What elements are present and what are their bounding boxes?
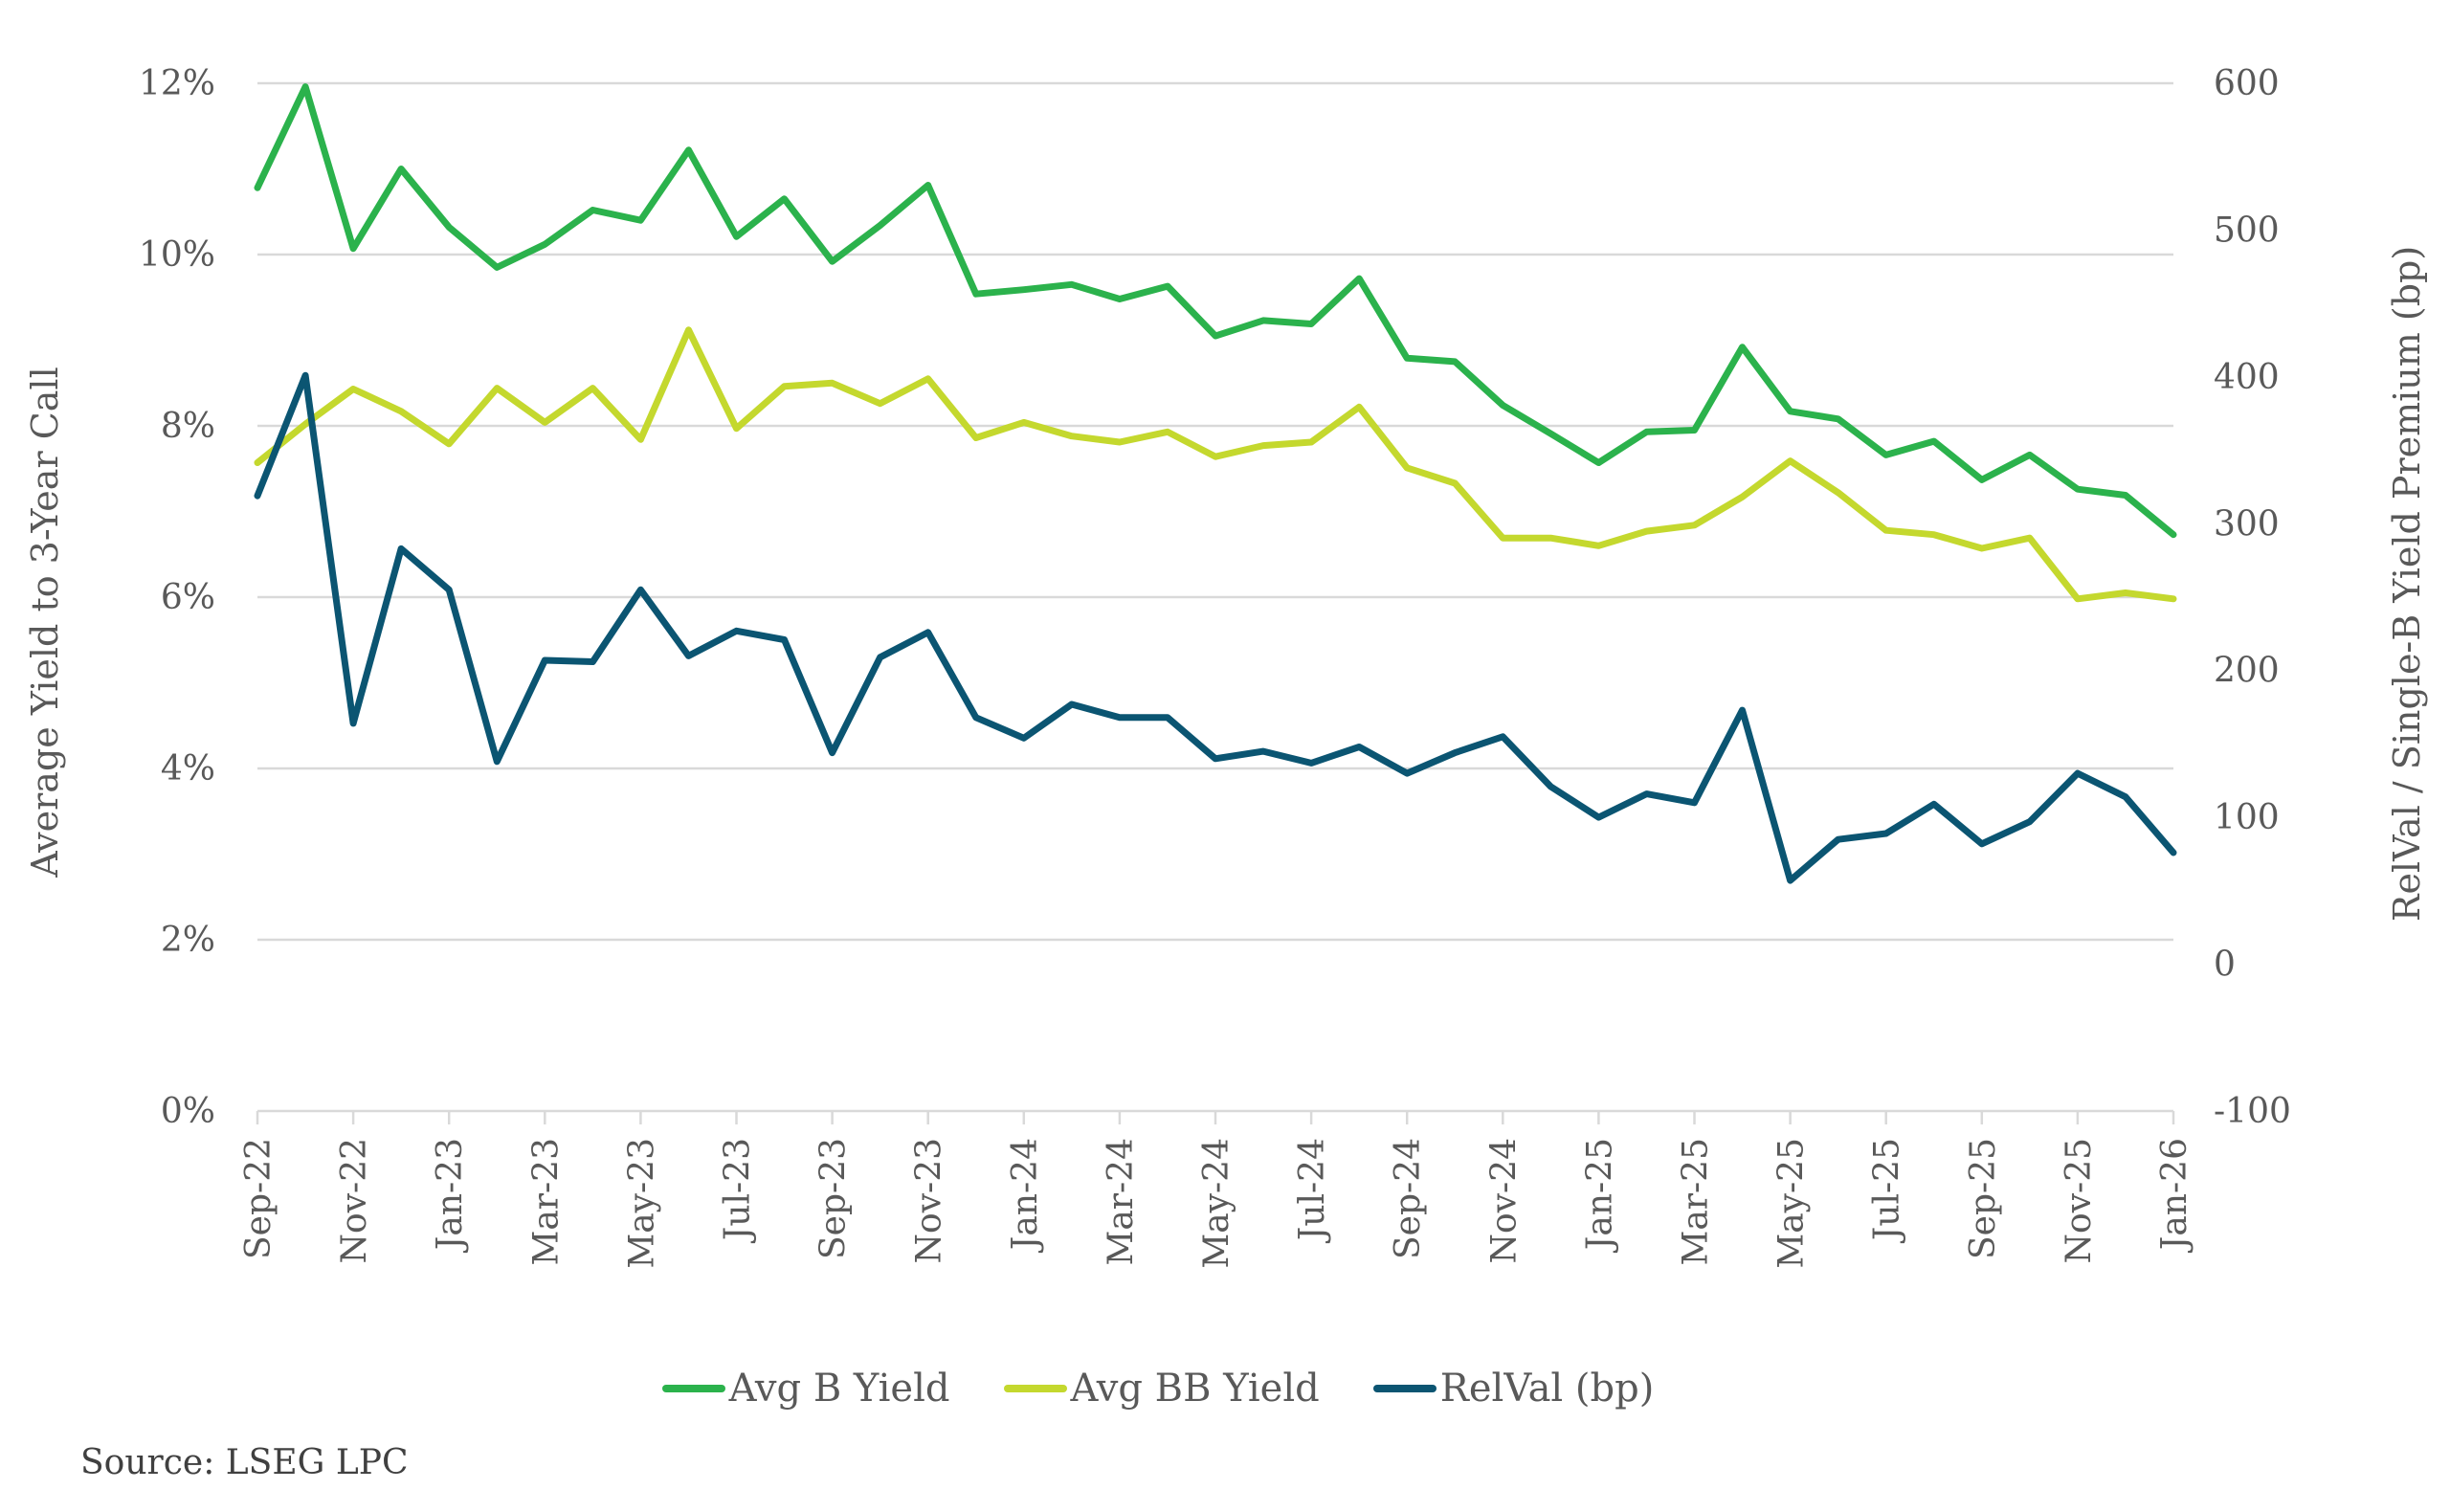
legend-label: RelVal (bp) bbox=[1439, 1367, 1655, 1411]
x-tick-label: Jul-24 bbox=[1293, 1138, 1332, 1244]
x-tick-label: Jan-26 bbox=[2155, 1138, 2194, 1254]
y-tick-label: 12% bbox=[139, 64, 215, 103]
y-axis-left-ticks: 0% 2% 4% 6% 8% 10% 12% bbox=[139, 64, 215, 1131]
x-tick-label: Mar-25 bbox=[1677, 1138, 1716, 1266]
x-tick-label: Sep-25 bbox=[1964, 1138, 2003, 1259]
y-tick-label: 4% bbox=[161, 749, 215, 789]
y-tick-label: 10% bbox=[139, 235, 215, 275]
x-tick-label: Jan-23 bbox=[431, 1138, 470, 1254]
x-tick-label: Sep-22 bbox=[239, 1138, 278, 1259]
x-axis: Sep-22 Nov-22 Jan-23 Mar-23 May-23 Jul-23 Sep-… bbox=[239, 1109, 2194, 1269]
y-axis-right-title: RelVal / Single-B Yield Premium (bp) bbox=[2386, 246, 2428, 922]
y2-tick-label: 600 bbox=[2214, 64, 2280, 103]
x-tick-label: Nov-24 bbox=[1484, 1138, 1524, 1263]
x-tick-label: Jan-25 bbox=[1580, 1138, 1619, 1254]
x-tick-label: Jan-24 bbox=[1006, 1138, 1045, 1254]
series-line-avg-bb-yield bbox=[254, 326, 2177, 603]
x-tick-label: May-23 bbox=[622, 1138, 661, 1269]
x-tick-label: Mar-23 bbox=[526, 1138, 566, 1266]
y2-tick-label: 500 bbox=[2214, 211, 2280, 250]
y-tick-label: 0% bbox=[161, 1092, 215, 1131]
gridlines bbox=[257, 81, 2173, 942]
source-note: Source: LSEG LPC bbox=[80, 1443, 409, 1482]
series-line-relval-bp bbox=[254, 371, 2177, 884]
x-tick-label: Mar-24 bbox=[1102, 1138, 1141, 1266]
y-tick-label: 6% bbox=[161, 578, 215, 617]
chart: Sep-22 Nov-22 Jan-23 Mar-23 May-23 Jul-23 Sep-… bbox=[24, 64, 2428, 1269]
legend-label: Avg BB Yield bbox=[1070, 1367, 1320, 1411]
y2-tick-label: 100 bbox=[2214, 798, 2280, 837]
x-tick-label: Nov-25 bbox=[2060, 1138, 2099, 1263]
legend-label: Avg B Yield bbox=[728, 1367, 950, 1411]
x-tick-label: Jul-23 bbox=[719, 1138, 758, 1244]
legend-swatch-relval bbox=[1372, 1385, 1437, 1392]
x-tick-label: May-24 bbox=[1197, 1138, 1236, 1269]
legend-item-relval[interactable]: RelVal (bp) bbox=[1372, 1367, 1655, 1411]
y-tick-label: 2% bbox=[161, 921, 215, 960]
legend-item-avg-b-yield[interactable]: Avg B Yield bbox=[661, 1367, 950, 1411]
y-axis-left-title: Average Yield to 3-Year Call bbox=[24, 367, 66, 878]
x-tick-label: Sep-24 bbox=[1389, 1138, 1428, 1259]
x-tick-label: Nov-22 bbox=[335, 1138, 374, 1263]
y2-tick-label: 0 bbox=[2214, 945, 2236, 985]
legend-item-avg-bb-yield[interactable]: Avg BB Yield bbox=[1003, 1367, 1320, 1411]
series-line-avg-b-yield bbox=[254, 83, 2177, 539]
x-tick-label: Sep-23 bbox=[814, 1138, 854, 1259]
y-tick-label: 8% bbox=[161, 407, 215, 446]
y2-tick-label: 200 bbox=[2214, 652, 2280, 691]
y2-tick-label: -100 bbox=[2214, 1092, 2291, 1131]
x-tick-label: May-25 bbox=[1772, 1138, 1812, 1269]
legend-swatch-avg-b-yield bbox=[661, 1385, 725, 1392]
x-tick-label: Nov-23 bbox=[910, 1138, 949, 1263]
legend: Avg B Yield Avg BB Yield RelVal (bp) bbox=[0, 1367, 2383, 1411]
series-lines bbox=[254, 83, 2177, 884]
y2-tick-label: 300 bbox=[2214, 504, 2280, 544]
y2-tick-label: 400 bbox=[2214, 358, 2280, 397]
y-axis-right-ticks: -100 0 100 200 300 400 500 600 bbox=[2214, 64, 2291, 1131]
legend-swatch-avg-bb-yield bbox=[1003, 1385, 1067, 1392]
x-tick-label: Jul-25 bbox=[1868, 1138, 1907, 1244]
